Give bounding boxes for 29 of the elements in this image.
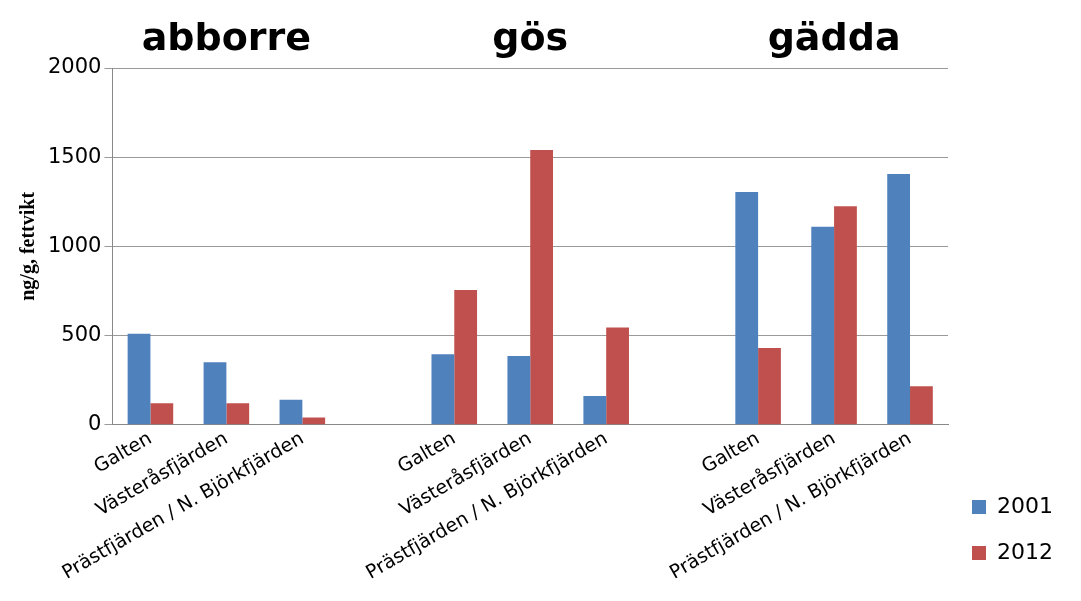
bar xyxy=(507,355,531,425)
bar xyxy=(583,396,607,425)
bar xyxy=(834,206,857,425)
text: gös xyxy=(492,14,569,59)
bar xyxy=(910,386,933,425)
bar xyxy=(811,226,835,425)
bar xyxy=(454,290,478,425)
bar xyxy=(127,333,151,425)
y-tick-label: 2000 xyxy=(47,54,102,79)
bar xyxy=(606,327,629,425)
text: gädda xyxy=(767,14,901,59)
bar xyxy=(226,403,250,425)
bar xyxy=(887,174,911,425)
text: abborre xyxy=(141,14,312,59)
bar xyxy=(203,362,227,425)
y-tick-label: 0 xyxy=(88,411,102,436)
bar xyxy=(302,417,326,425)
y-tick-label: 1500 xyxy=(47,143,102,168)
y-tick-label: 1000 xyxy=(47,232,102,257)
legend-label: 2001 xyxy=(997,492,1054,518)
bar xyxy=(758,347,781,425)
bar xyxy=(530,150,554,425)
bar xyxy=(735,191,759,425)
bar xyxy=(150,403,174,425)
bar xyxy=(279,399,303,425)
legend-label: 2012 xyxy=(997,538,1054,564)
bar xyxy=(431,354,455,425)
y-axis-title: ng/g, fettvikt xyxy=(16,191,40,301)
y-tick-label: 500 xyxy=(61,321,102,346)
